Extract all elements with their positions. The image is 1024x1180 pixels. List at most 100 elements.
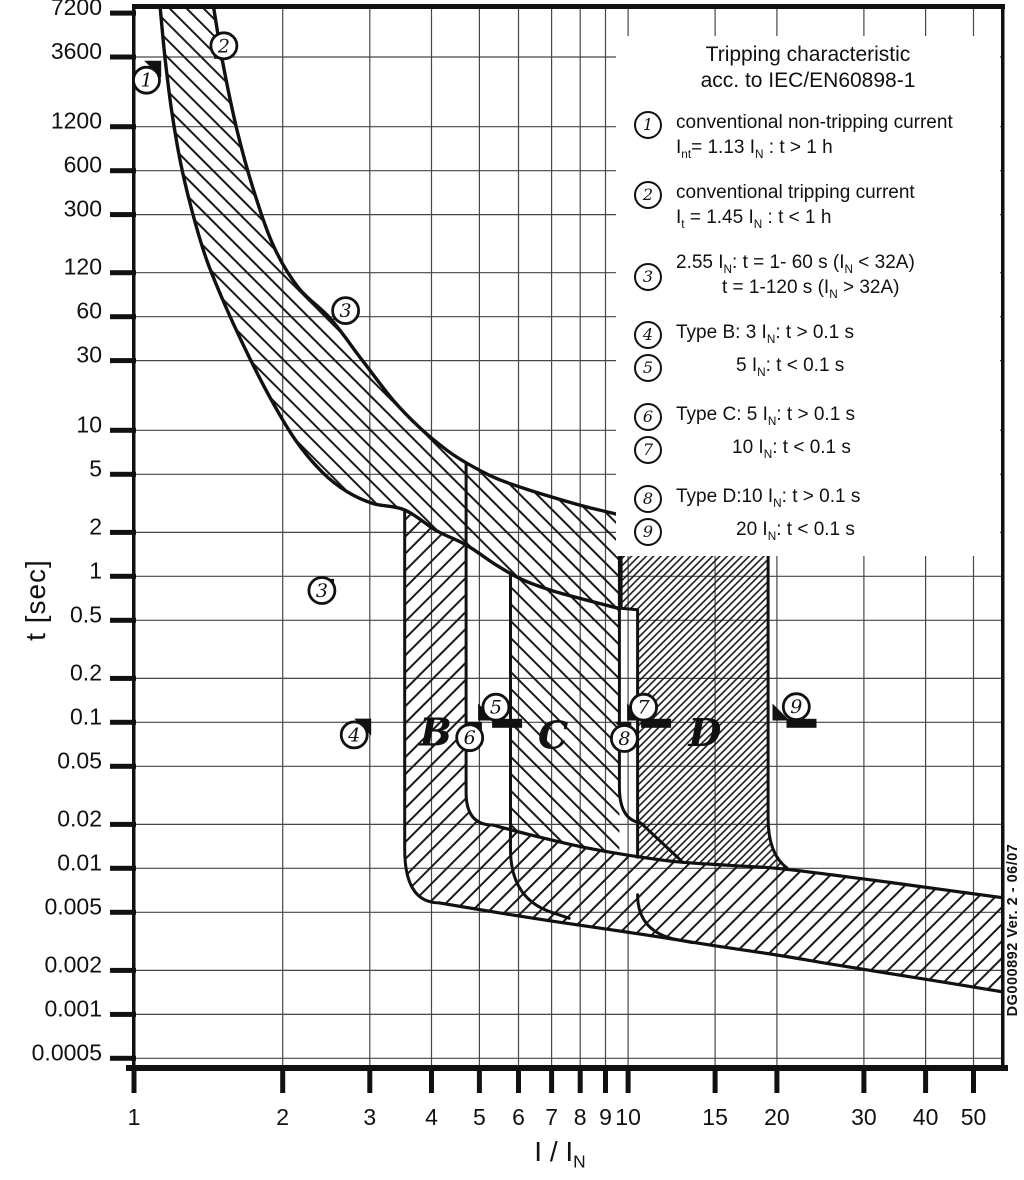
marker-flag-icon: [772, 703, 790, 721]
y-tick-0.002: [110, 967, 136, 973]
y-tick-5: [110, 471, 136, 477]
legend-item-9: 9 20 IN: t < 0.1 s: [634, 517, 1000, 546]
x-tick-label-2: 2: [276, 1104, 289, 1130]
y-tick-0.5: [110, 617, 136, 623]
y-tick-30: [110, 358, 136, 364]
x-tick-50: [971, 1069, 976, 1093]
legend-item-6: 6 Type C: 5 IN: t > 0.1 s: [634, 402, 1000, 431]
y-tick-label-30: 30: [76, 342, 102, 368]
x-tick-label-9: 9: [599, 1104, 612, 1130]
y-tick-1200: [110, 124, 136, 130]
legend-number-9: 9: [634, 518, 662, 546]
y-tick-0.2: [110, 675, 136, 681]
b-right-edge: [464, 462, 495, 827]
thermal-band: [160, 8, 620, 609]
marker-circle: [781, 692, 811, 722]
x-tick-7: [549, 1069, 555, 1093]
x-tick-label-40: 40: [913, 1104, 939, 1130]
marker-5: 5: [478, 692, 523, 728]
legend-text-6: Type C: 5 IN: t > 0.1 s: [676, 404, 856, 428]
legend-text-9: 20 IN: t < 0.1 s: [736, 519, 855, 543]
marker-number: 7: [638, 697, 651, 719]
tolerance-bands: [160, 8, 1002, 992]
y-tick-0.0005: [110, 1055, 136, 1061]
y-tick-label-2: 2: [89, 513, 102, 539]
marker-number: 4: [347, 724, 360, 746]
marker-circle: [209, 31, 239, 61]
x-tick-20: [774, 1069, 780, 1093]
plot-border-top: [132, 4, 1005, 9]
marker-circle: [331, 296, 361, 326]
region-label-C: C: [538, 713, 568, 758]
y-tick-label-7200: 7200: [51, 0, 102, 20]
legend-number-1: 1: [634, 111, 662, 139]
legend-text-1: conventional non-tripping current Int= 1.…: [676, 112, 953, 161]
marker-number: 6: [464, 727, 476, 749]
instantaneous-band-top: [491, 823, 1002, 900]
x-tick-4: [429, 1069, 434, 1093]
marker-limit-bar: [786, 718, 817, 728]
y-tick-0.005: [110, 909, 136, 915]
x-tick-6: [516, 1069, 521, 1093]
y-tick-0.1: [110, 719, 136, 725]
y-tick-0.05: [110, 763, 136, 769]
x-tick-3: [367, 1069, 373, 1093]
x-tick-5: [476, 1069, 482, 1093]
legend-item-8: 8 Type D:10 IN: t > 0.1 s: [634, 484, 1000, 513]
x-tick-label-10: 10: [615, 1104, 641, 1130]
marker-7: 7: [627, 692, 672, 728]
legend-item-list: 1 conventional non-tripping current Int= 1…: [616, 110, 1000, 546]
c-right-edge: [617, 513, 683, 863]
legend-text-5: 5 IN: t < 0.1 s: [736, 355, 845, 379]
x-tick-label-4: 4: [425, 1104, 438, 1130]
y-tick-label-0.02: 0.02: [57, 805, 102, 831]
lower-trip-curve: [158, 8, 622, 611]
y-tick-300: [110, 212, 136, 218]
y-tick-10: [110, 427, 136, 433]
legend-text-8: Type D:10 IN: t > 0.1 s: [676, 486, 861, 510]
y-tick-label-0.005: 0.005: [44, 893, 102, 919]
marker-9: 9: [772, 692, 817, 728]
y-tick-600: [110, 168, 136, 174]
legend-number-4: 4: [634, 321, 662, 349]
x-tick-label-30: 30: [851, 1104, 877, 1130]
x-tick-label-1: 1: [128, 1104, 141, 1130]
x-tick-label-20: 20: [764, 1104, 790, 1130]
region-label-D: D: [687, 710, 721, 755]
x-tick-9: [603, 1069, 608, 1093]
c-left-edge: [509, 573, 571, 920]
y-tick-label-60: 60: [76, 298, 102, 324]
x-tick-8: [577, 1069, 583, 1093]
legend-title: Tripping characteristic: [705, 43, 911, 66]
marker-3: 3: [307, 576, 337, 605]
instantaneous-band-bottom: [437, 901, 1002, 994]
x-tick-label-3: 3: [363, 1104, 376, 1130]
x-tick-15: [712, 1069, 718, 1093]
x-tick-10: [625, 1069, 631, 1093]
x-tick-label-8: 8: [574, 1104, 587, 1130]
band-boundaries: [158, 8, 1002, 994]
legend-item-5: 5 5 IN: t < 0.1 s: [634, 353, 1000, 382]
x-tick-label-5: 5: [473, 1104, 486, 1130]
y-tick-0.01: [110, 865, 136, 871]
marker-circle: [610, 724, 639, 753]
type-d-band: [621, 515, 788, 869]
x-tick-label-15: 15: [702, 1104, 728, 1130]
marker-number: 8: [618, 728, 630, 750]
y-tick-2: [110, 529, 136, 535]
legend-item-3: 3 2.55 IN: t = 1- 60 s (IN < 32A) t = 1-12…: [634, 250, 1000, 300]
legend-number-7: 7: [634, 436, 662, 464]
plot-border-right: [1001, 4, 1005, 1070]
marker-circle: [481, 692, 511, 722]
watermark: DG000892 Ver. 2 - 06/07: [1005, 843, 1021, 1017]
marker-2: 2: [209, 31, 239, 61]
marker-circle: [455, 723, 485, 753]
axis-tick-labels: 7200360012006003001206030105210.50.20.10…: [32, 0, 987, 1130]
y-tick-label-300: 300: [64, 196, 102, 222]
y-tick-1: [110, 573, 136, 579]
legend-number-3: 3: [634, 263, 662, 291]
legend-number-5: 5: [634, 354, 662, 382]
y-tick-label-600: 600: [64, 152, 102, 178]
marker-4: 4: [339, 718, 372, 750]
